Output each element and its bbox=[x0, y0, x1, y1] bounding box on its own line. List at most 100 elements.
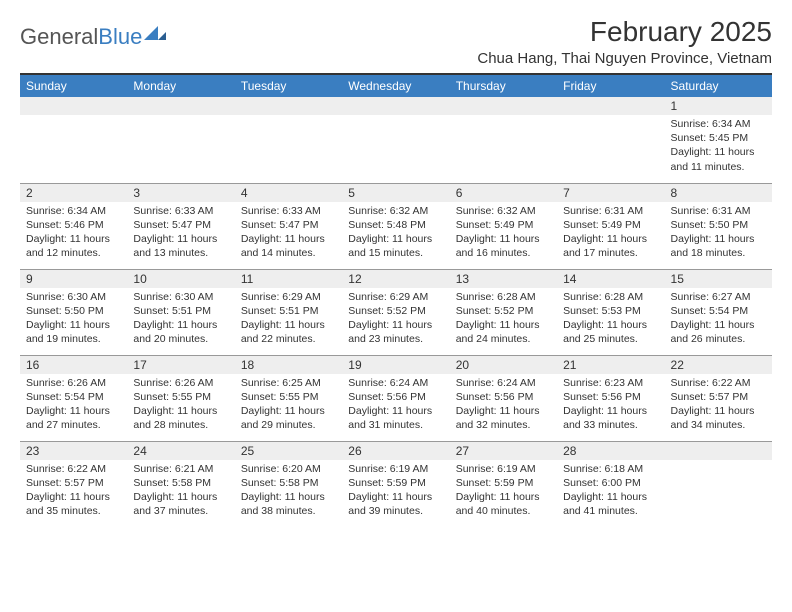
calendar-day-cell bbox=[20, 97, 127, 183]
logo-text-gray: General bbox=[20, 24, 98, 50]
sunset-text: Sunset: 5:54 PM bbox=[671, 304, 766, 318]
daylight-text: Daylight: 11 hours and 11 minutes. bbox=[671, 145, 766, 173]
sunrise-text: Sunrise: 6:26 AM bbox=[26, 376, 121, 390]
calendar-table: SundayMondayTuesdayWednesdayThursdayFrid… bbox=[20, 75, 772, 527]
day-number bbox=[127, 97, 234, 115]
day-details: Sunrise: 6:29 AMSunset: 5:52 PMDaylight:… bbox=[342, 288, 449, 351]
day-number: 22 bbox=[665, 356, 772, 374]
daylight-text: Daylight: 11 hours and 35 minutes. bbox=[26, 490, 121, 518]
weekday-header-row: SundayMondayTuesdayWednesdayThursdayFrid… bbox=[20, 75, 772, 97]
sunset-text: Sunset: 5:52 PM bbox=[456, 304, 551, 318]
daylight-text: Daylight: 11 hours and 15 minutes. bbox=[348, 232, 443, 260]
day-details: Sunrise: 6:29 AMSunset: 5:51 PMDaylight:… bbox=[235, 288, 342, 351]
sunrise-text: Sunrise: 6:30 AM bbox=[26, 290, 121, 304]
day-number: 26 bbox=[342, 442, 449, 460]
day-number: 25 bbox=[235, 442, 342, 460]
sunset-text: Sunset: 5:53 PM bbox=[563, 304, 658, 318]
day-number: 19 bbox=[342, 356, 449, 374]
sunset-text: Sunset: 5:47 PM bbox=[133, 218, 228, 232]
day-details: Sunrise: 6:30 AMSunset: 5:50 PMDaylight:… bbox=[20, 288, 127, 351]
sunrise-text: Sunrise: 6:22 AM bbox=[671, 376, 766, 390]
day-details: Sunrise: 6:33 AMSunset: 5:47 PMDaylight:… bbox=[235, 202, 342, 265]
day-details: Sunrise: 6:34 AMSunset: 5:45 PMDaylight:… bbox=[665, 115, 772, 178]
day-number bbox=[20, 97, 127, 115]
sunset-text: Sunset: 5:49 PM bbox=[456, 218, 551, 232]
daylight-text: Daylight: 11 hours and 12 minutes. bbox=[26, 232, 121, 260]
calendar-day-cell: 1Sunrise: 6:34 AMSunset: 5:45 PMDaylight… bbox=[665, 97, 772, 183]
day-details: Sunrise: 6:32 AMSunset: 5:49 PMDaylight:… bbox=[450, 202, 557, 265]
sunrise-text: Sunrise: 6:20 AM bbox=[241, 462, 336, 476]
day-number bbox=[450, 97, 557, 115]
daylight-text: Daylight: 11 hours and 27 minutes. bbox=[26, 404, 121, 432]
day-details: Sunrise: 6:30 AMSunset: 5:51 PMDaylight:… bbox=[127, 288, 234, 351]
daylight-text: Daylight: 11 hours and 28 minutes. bbox=[133, 404, 228, 432]
daylight-text: Daylight: 11 hours and 22 minutes. bbox=[241, 318, 336, 346]
daylight-text: Daylight: 11 hours and 24 minutes. bbox=[456, 318, 551, 346]
day-number: 6 bbox=[450, 184, 557, 202]
weekday-header: Wednesday bbox=[342, 75, 449, 97]
day-number: 11 bbox=[235, 270, 342, 288]
calendar-week-row: 16Sunrise: 6:26 AMSunset: 5:54 PMDayligh… bbox=[20, 355, 772, 441]
day-number: 1 bbox=[665, 97, 772, 115]
day-number: 7 bbox=[557, 184, 664, 202]
day-number: 4 bbox=[235, 184, 342, 202]
sunset-text: Sunset: 5:50 PM bbox=[671, 218, 766, 232]
sunrise-text: Sunrise: 6:19 AM bbox=[456, 462, 551, 476]
day-details: Sunrise: 6:25 AMSunset: 5:55 PMDaylight:… bbox=[235, 374, 342, 437]
calendar-day-cell: 13Sunrise: 6:28 AMSunset: 5:52 PMDayligh… bbox=[450, 269, 557, 355]
sunrise-text: Sunrise: 6:29 AM bbox=[348, 290, 443, 304]
weekday-header: Tuesday bbox=[235, 75, 342, 97]
daylight-text: Daylight: 11 hours and 29 minutes. bbox=[241, 404, 336, 432]
logo: GeneralBlue bbox=[20, 16, 166, 50]
calendar-day-cell: 5Sunrise: 6:32 AMSunset: 5:48 PMDaylight… bbox=[342, 183, 449, 269]
sunset-text: Sunset: 5:59 PM bbox=[348, 476, 443, 490]
daylight-text: Daylight: 11 hours and 16 minutes. bbox=[456, 232, 551, 260]
sunset-text: Sunset: 5:56 PM bbox=[563, 390, 658, 404]
daylight-text: Daylight: 11 hours and 13 minutes. bbox=[133, 232, 228, 260]
sunset-text: Sunset: 5:48 PM bbox=[348, 218, 443, 232]
day-number: 15 bbox=[665, 270, 772, 288]
sunset-text: Sunset: 5:52 PM bbox=[348, 304, 443, 318]
day-details: Sunrise: 6:26 AMSunset: 5:54 PMDaylight:… bbox=[20, 374, 127, 437]
sunrise-text: Sunrise: 6:21 AM bbox=[133, 462, 228, 476]
weekday-header: Friday bbox=[557, 75, 664, 97]
day-number: 12 bbox=[342, 270, 449, 288]
sunrise-text: Sunrise: 6:28 AM bbox=[456, 290, 551, 304]
sunrise-text: Sunrise: 6:34 AM bbox=[671, 117, 766, 131]
daylight-text: Daylight: 11 hours and 39 minutes. bbox=[348, 490, 443, 518]
calendar-day-cell: 28Sunrise: 6:18 AMSunset: 6:00 PMDayligh… bbox=[557, 441, 664, 527]
daylight-text: Daylight: 11 hours and 20 minutes. bbox=[133, 318, 228, 346]
weekday-header: Thursday bbox=[450, 75, 557, 97]
calendar-week-row: 2Sunrise: 6:34 AMSunset: 5:46 PMDaylight… bbox=[20, 183, 772, 269]
sunrise-text: Sunrise: 6:26 AM bbox=[133, 376, 228, 390]
calendar-day-cell bbox=[450, 97, 557, 183]
calendar-day-cell: 16Sunrise: 6:26 AMSunset: 5:54 PMDayligh… bbox=[20, 355, 127, 441]
logo-text-blue: Blue bbox=[98, 24, 142, 50]
day-details: Sunrise: 6:27 AMSunset: 5:54 PMDaylight:… bbox=[665, 288, 772, 351]
day-details: Sunrise: 6:32 AMSunset: 5:48 PMDaylight:… bbox=[342, 202, 449, 265]
calendar-day-cell: 6Sunrise: 6:32 AMSunset: 5:49 PMDaylight… bbox=[450, 183, 557, 269]
day-number: 18 bbox=[235, 356, 342, 374]
day-number: 5 bbox=[342, 184, 449, 202]
calendar-day-cell: 19Sunrise: 6:24 AMSunset: 5:56 PMDayligh… bbox=[342, 355, 449, 441]
sunset-text: Sunset: 5:55 PM bbox=[133, 390, 228, 404]
calendar-day-cell: 12Sunrise: 6:29 AMSunset: 5:52 PMDayligh… bbox=[342, 269, 449, 355]
day-number: 10 bbox=[127, 270, 234, 288]
sunrise-text: Sunrise: 6:18 AM bbox=[563, 462, 658, 476]
calendar-day-cell: 23Sunrise: 6:22 AMSunset: 5:57 PMDayligh… bbox=[20, 441, 127, 527]
sunrise-text: Sunrise: 6:31 AM bbox=[671, 204, 766, 218]
calendar-day-cell: 2Sunrise: 6:34 AMSunset: 5:46 PMDaylight… bbox=[20, 183, 127, 269]
calendar-day-cell: 18Sunrise: 6:25 AMSunset: 5:55 PMDayligh… bbox=[235, 355, 342, 441]
sunrise-text: Sunrise: 6:31 AM bbox=[563, 204, 658, 218]
day-details: Sunrise: 6:22 AMSunset: 5:57 PMDaylight:… bbox=[20, 460, 127, 523]
calendar-day-cell: 11Sunrise: 6:29 AMSunset: 5:51 PMDayligh… bbox=[235, 269, 342, 355]
sunset-text: Sunset: 5:45 PM bbox=[671, 131, 766, 145]
daylight-text: Daylight: 11 hours and 37 minutes. bbox=[133, 490, 228, 518]
calendar-day-cell: 7Sunrise: 6:31 AMSunset: 5:49 PMDaylight… bbox=[557, 183, 664, 269]
sunset-text: Sunset: 5:55 PM bbox=[241, 390, 336, 404]
calendar-day-cell: 24Sunrise: 6:21 AMSunset: 5:58 PMDayligh… bbox=[127, 441, 234, 527]
day-details: Sunrise: 6:34 AMSunset: 5:46 PMDaylight:… bbox=[20, 202, 127, 265]
daylight-text: Daylight: 11 hours and 23 minutes. bbox=[348, 318, 443, 346]
sunrise-text: Sunrise: 6:24 AM bbox=[348, 376, 443, 390]
day-details: Sunrise: 6:20 AMSunset: 5:58 PMDaylight:… bbox=[235, 460, 342, 523]
